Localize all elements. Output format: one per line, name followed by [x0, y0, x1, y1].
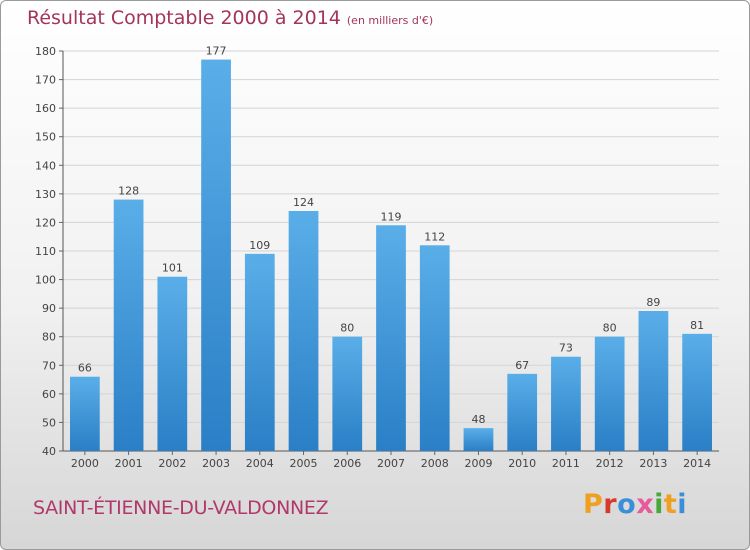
bar-2001 [113, 199, 144, 451]
x-tick-label: 2007 [377, 457, 405, 470]
value-label: 80 [340, 322, 354, 335]
value-label: 128 [118, 185, 139, 198]
logo-letter: o [617, 489, 637, 520]
bar-2009 [463, 428, 494, 451]
chart-units: (en milliers d'€) [346, 14, 434, 27]
y-tick-label: 110 [35, 245, 56, 258]
logo-letter: P [583, 489, 604, 520]
logo-letter: i [654, 489, 664, 520]
value-label: 112 [424, 230, 445, 243]
x-tick-label: 2005 [290, 457, 318, 470]
y-tick-label: 90 [42, 302, 56, 315]
logo-letter: r [603, 489, 618, 520]
x-tick-label: 2014 [683, 457, 711, 470]
bar-2006 [332, 336, 363, 451]
x-tick-label: 2001 [115, 457, 143, 470]
value-label: 66 [78, 362, 92, 375]
bar-2014 [682, 333, 713, 451]
x-tick-label: 2004 [246, 457, 274, 470]
y-tick-label: 80 [42, 331, 56, 344]
y-tick-label: 160 [35, 102, 56, 115]
value-label: 80 [603, 322, 617, 335]
value-label: 89 [646, 296, 660, 309]
value-label: 177 [206, 45, 227, 58]
x-tick-label: 2006 [333, 457, 361, 470]
y-tick-label: 40 [42, 445, 56, 458]
x-tick-label: 2010 [508, 457, 536, 470]
value-label: 73 [559, 342, 573, 355]
y-tick-label: 130 [35, 188, 56, 201]
value-label: 67 [515, 359, 529, 372]
y-tick-label: 140 [35, 159, 56, 172]
bar-2010 [507, 373, 538, 451]
value-label: 48 [471, 413, 485, 426]
logo-letter: i [677, 489, 688, 520]
y-tick-label: 150 [35, 131, 56, 144]
bar-2007 [376, 225, 406, 451]
place-name: SAINT-ÉTIENNE-DU-VALDONNEZ [33, 497, 329, 519]
chart-title: Résultat Comptable 2000 à 2014 [27, 7, 341, 29]
value-label: 119 [381, 210, 402, 223]
bar-2002 [157, 276, 188, 451]
bar-2000 [69, 376, 100, 451]
x-tick-label: 2013 [639, 457, 667, 470]
y-tick-label: 180 [35, 45, 56, 58]
x-tick-label: 2000 [71, 457, 99, 470]
bar-2003 [201, 59, 231, 451]
labels: 40 50 60 70 80 90 100 110 120 130 140 150 160 170 180 2… [35, 45, 711, 470]
x-tick-label: 2008 [421, 457, 449, 470]
x-tick-label: 2002 [158, 457, 186, 470]
bar-2008 [419, 245, 450, 451]
bar-2011 [551, 356, 581, 451]
bar-2013 [638, 311, 669, 451]
y-tick-label: 170 [35, 74, 56, 87]
x-tick-label: 2012 [596, 457, 624, 470]
value-label: 109 [249, 239, 270, 252]
bars [69, 59, 713, 451]
y-tick-label: 60 [42, 388, 56, 401]
x-tick-label: 2003 [202, 457, 230, 470]
y-tick-label: 70 [42, 359, 56, 372]
bar-2004 [244, 253, 275, 451]
value-label: 81 [690, 319, 704, 332]
logo-letter: x [636, 489, 655, 520]
proxiti-logo[interactable]: Proxiti [583, 489, 687, 520]
y-tick-label: 50 [42, 416, 56, 429]
bar-2012 [594, 336, 625, 451]
y-tick-label: 120 [35, 216, 56, 229]
x-tick-label: 2011 [552, 457, 580, 470]
logo-letter: t [663, 489, 678, 520]
y-tick-label: 100 [35, 274, 56, 287]
bar-2005 [288, 211, 319, 451]
x-tick-label: 2009 [464, 457, 492, 470]
value-label: 101 [162, 262, 183, 275]
title-row: Résultat Comptable 2000 à 2014 (en millie… [27, 7, 433, 29]
value-label: 124 [293, 196, 314, 209]
